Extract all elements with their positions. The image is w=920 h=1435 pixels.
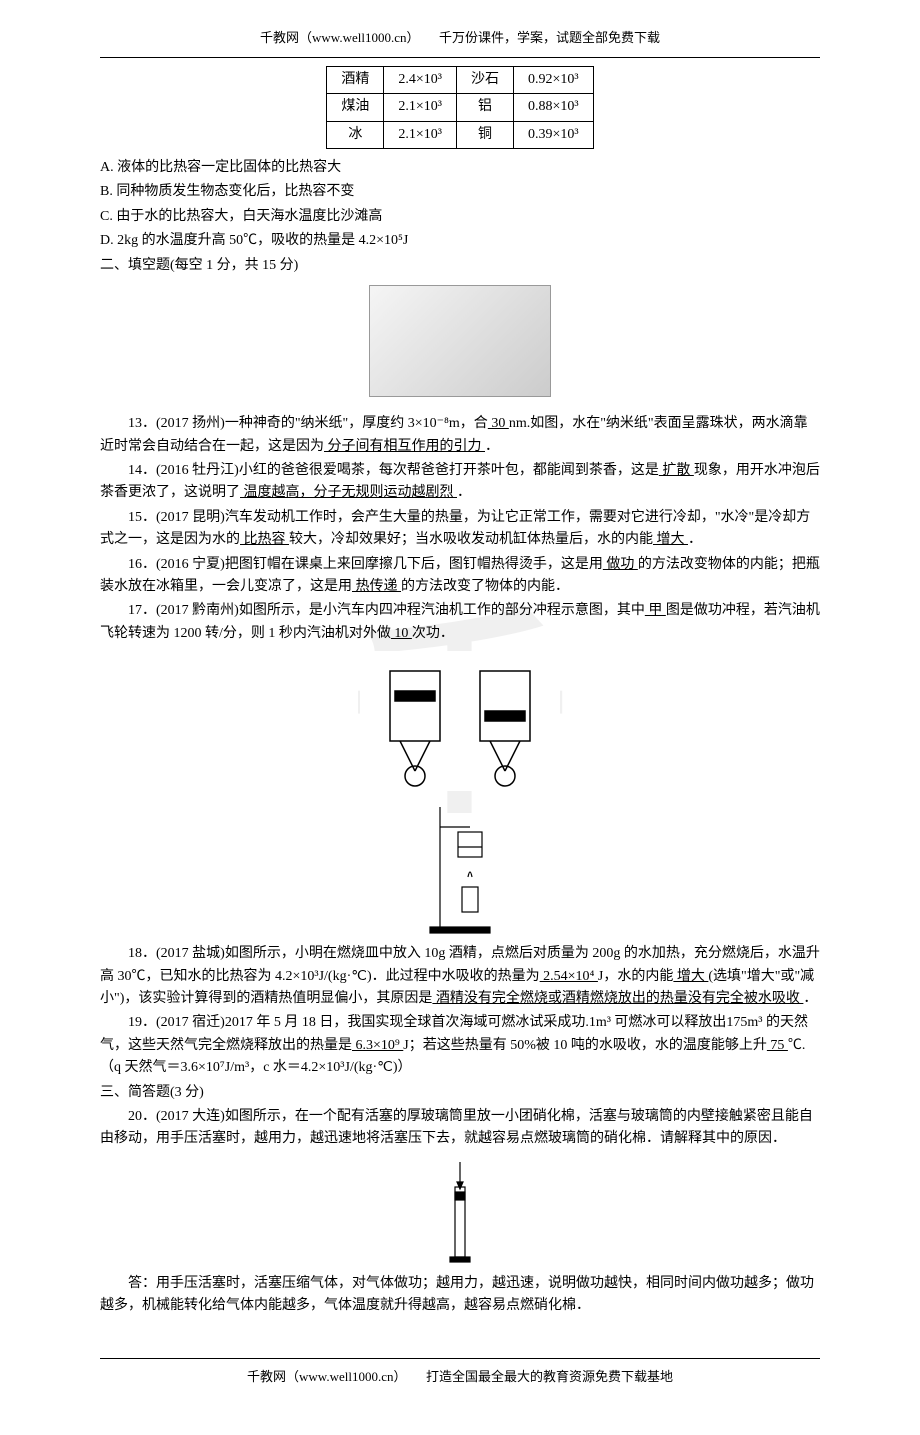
question-14: 14．(2016 牡丹江)小红的爸爸很爱喝茶，每次帮爸爸打开茶叶包，都能闻到茶香… [100, 460, 820, 505]
q17-text: 17．(2017 黔南州)如图所示，是小汽车内四冲程汽油机工作的部分冲程示意图，… [128, 603, 645, 618]
q15-blank-2: 增大 [653, 532, 688, 547]
specific-heat-table: 酒精 2.4×10³ 沙石 0.92×10³ 煤油 2.1×10³ 铝 0.88… [326, 66, 593, 149]
cell: 2.1×10³ [384, 121, 457, 148]
q18-blank-2: 增大 [673, 969, 708, 984]
q15-text: 较大，冷却效果好；当水吸收发动机缸体热量后，水的内能 [289, 532, 653, 547]
table-row: 酒精 2.4×10³ 沙石 0.92×10³ [327, 66, 593, 93]
cell: 0.39×10³ [514, 121, 594, 148]
q19-blank-1: 6.3×10⁹ [352, 1038, 403, 1053]
table-row: 煤油 2.1×10³ 铝 0.88×10³ [327, 94, 593, 121]
cell: 酒精 [327, 66, 384, 93]
q18-blank-3: 酒精没有完全燃烧或酒精燃烧放出的热量没有完全被水吸收 [432, 991, 803, 1006]
q13-text: 13．(2017 扬州)一种神奇的"纳米纸"，厚度约 3×10⁻⁸m，合 [128, 416, 488, 431]
q14-blank-1: 扩散 [659, 463, 694, 478]
page-header: 千教网（www.well1000.cn） 千万份课件，学案，试题全部免费下载 [100, 20, 820, 58]
page-footer: 千教网（www.well1000.cn） 打造全国最全最大的教育资源免费下载基地 [100, 1358, 820, 1396]
section-2-title: 二、填空题(每空 1 分，共 15 分) [100, 255, 820, 277]
q18-text: ． [803, 991, 817, 1006]
answer-text: 用手压活塞时，活塞压缩气体，对气体做功；越用力，越迅速，说明做功越快，相同时间内… [100, 1276, 814, 1313]
question-13: 13．(2017 扬州)一种神奇的"纳米纸"，厚度约 3×10⁻⁸m，合 30 … [100, 413, 820, 458]
q16-text: 16．(2016 宁夏)把图钉帽在课桌上来回摩擦几下后，图钉帽热得烫手，这是用 [128, 557, 603, 572]
table-row: 冰 2.1×10³ 铜 0.39×10³ [327, 121, 593, 148]
cell: 煤油 [327, 94, 384, 121]
q19-blank-2: 75 [767, 1038, 788, 1053]
option-a: A. 液体的比热容一定比固体的比热容大 [100, 157, 820, 179]
q16-blank-1: 做功 [603, 557, 638, 572]
option-c: C. 由于水的比热容大，白天海水温度比沙滩高 [100, 206, 820, 228]
question-16: 16．(2016 宁夏)把图钉帽在课桌上来回摩擦几下后，图钉帽热得烫手，这是用 … [100, 554, 820, 599]
cell: 2.1×10³ [384, 94, 457, 121]
heater-diagram [420, 797, 500, 937]
piston-diagram [445, 1157, 475, 1267]
cell: 铝 [457, 94, 514, 121]
q18-blank-1: 2.54×10⁴ [540, 969, 598, 984]
engine-diagram [360, 651, 560, 791]
q13-blank-1: 30 [488, 416, 509, 431]
q13-text: ． [485, 439, 499, 454]
answer-label: 答： [128, 1276, 156, 1291]
q17-text: 次功． [412, 626, 454, 641]
question-19: 19．(2017 宿迁)2017 年 5 月 18 日，我国实现全球首次海域可燃… [100, 1012, 820, 1079]
cell: 0.92×10³ [514, 66, 594, 93]
cell: 冰 [327, 121, 384, 148]
q15-text: ． [688, 532, 702, 547]
option-b: B. 同种物质发生物态变化后，比热容不变 [100, 181, 820, 203]
cell: 铜 [457, 121, 514, 148]
question-18: 18．(2017 盐城)如图所示，小明在燃烧皿中放入 10g 酒精，点燃后对质量… [100, 943, 820, 1010]
q14-text: 14．(2016 牡丹江)小红的爸爸很爱喝茶，每次帮爸爸打开茶叶包，都能闻到茶香… [128, 463, 659, 478]
q13-blank-2: 分子间有相互作用的引力 [324, 439, 485, 454]
cell: 2.4×10³ [384, 66, 457, 93]
question-15: 15．(2017 昆明)汽车发动机工作时，会产生大量的热量，为让它正常工作，需要… [100, 507, 820, 552]
option-d: D. 2kg 的水温度升高 50℃，吸收的热量是 4.2×10⁵J [100, 230, 820, 252]
q14-text: ． [457, 485, 471, 500]
q17-blank-2: 10 [391, 626, 412, 641]
q18-text: J，水的内能 [598, 969, 673, 984]
q16-text: 的方法改变了物体的内能． [401, 579, 569, 594]
cell: 沙石 [457, 66, 514, 93]
cell: 0.88×10³ [514, 94, 594, 121]
q17-blank-1: 甲 [645, 603, 666, 618]
q19-text: J；若这些热量有 50%被 10 吨的水吸收，水的温度能够上升 [403, 1038, 767, 1053]
section-3-title: 三、简答题(3 分) [100, 1082, 820, 1104]
q16-blank-2: 热传递 [352, 579, 401, 594]
question-20: 20．(2017 大连)如图所示，在一个配有活塞的厚玻璃筒里放一小团硝化棉，活塞… [100, 1106, 820, 1151]
question-17: 17．(2017 黔南州)如图所示，是小汽车内四冲程汽油机工作的部分冲程示意图，… [100, 600, 820, 645]
nano-paper-image [369, 285, 551, 397]
question-20-answer: 答：用手压活塞时，活塞压缩气体，对气体做功；越用力，越迅速，说明做功越快，相同时… [100, 1273, 820, 1318]
q14-blank-2: 温度越高，分子无规则运动越剧烈 [240, 485, 457, 500]
q15-blank-1: 比热容 [240, 532, 289, 547]
